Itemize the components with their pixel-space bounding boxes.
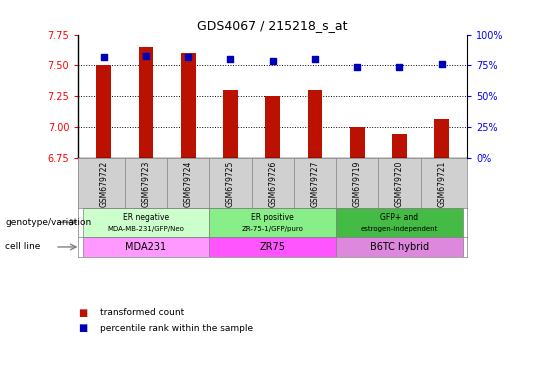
Text: ZR75: ZR75 — [260, 242, 286, 252]
Text: GSM679723: GSM679723 — [141, 161, 151, 207]
Text: ER positive: ER positive — [251, 212, 294, 222]
Text: genotype/variation: genotype/variation — [5, 218, 92, 227]
Bar — [434, 119, 449, 158]
Text: cell line: cell line — [5, 242, 41, 252]
Text: GSM679725: GSM679725 — [226, 161, 235, 207]
Bar — [181, 53, 195, 158]
Bar — [336, 237, 463, 257]
Bar — [350, 127, 364, 158]
Point — [310, 56, 319, 62]
Bar — [265, 96, 280, 158]
Text: GSM679719: GSM679719 — [353, 161, 362, 207]
Text: GSM679724: GSM679724 — [184, 161, 193, 207]
Text: ■: ■ — [78, 308, 87, 318]
Text: estrogen-independent: estrogen-independent — [361, 225, 438, 232]
Point — [141, 53, 150, 59]
Point — [268, 58, 277, 64]
Bar — [210, 208, 336, 237]
Bar — [83, 208, 210, 237]
Text: transformed count: transformed count — [100, 308, 184, 318]
Bar — [83, 237, 210, 257]
Point — [99, 54, 108, 60]
Text: GSM679722: GSM679722 — [99, 161, 108, 207]
Text: GSM679727: GSM679727 — [310, 161, 320, 207]
Bar — [96, 66, 111, 158]
Text: GSM679720: GSM679720 — [395, 161, 404, 207]
Bar — [308, 90, 322, 158]
Point — [353, 64, 362, 70]
Title: GDS4067 / 215218_s_at: GDS4067 / 215218_s_at — [198, 19, 348, 32]
Point — [226, 56, 235, 62]
Text: GSM679726: GSM679726 — [268, 161, 277, 207]
Text: MDA231: MDA231 — [125, 242, 166, 252]
Text: GFP+ and: GFP+ and — [380, 212, 418, 222]
Bar — [139, 47, 153, 158]
Bar — [210, 237, 336, 257]
Text: B6TC hybrid: B6TC hybrid — [370, 242, 429, 252]
Text: ZR-75-1/GFP/puro: ZR-75-1/GFP/puro — [242, 225, 303, 232]
Point — [437, 61, 446, 67]
Bar — [336, 208, 463, 237]
Text: ■: ■ — [78, 323, 87, 333]
Bar — [392, 134, 407, 158]
Text: percentile rank within the sample: percentile rank within the sample — [100, 324, 253, 333]
Point — [184, 54, 192, 60]
Text: GSM679721: GSM679721 — [437, 161, 446, 207]
Point — [395, 64, 404, 70]
Text: ER negative: ER negative — [123, 212, 169, 222]
Text: MDA-MB-231/GFP/Neo: MDA-MB-231/GFP/Neo — [107, 225, 184, 232]
Bar — [223, 90, 238, 158]
